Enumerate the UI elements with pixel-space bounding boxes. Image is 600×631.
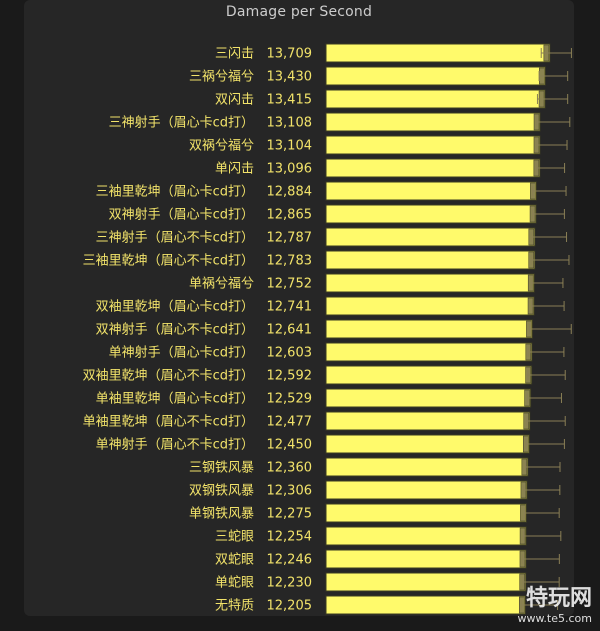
bar <box>325 158 541 178</box>
category-label: 单祸兮福兮 <box>189 277 254 292</box>
category-label: 双神射手（眉心卡cd打） <box>109 207 254 223</box>
bar <box>325 342 533 362</box>
watermark-url: www.te5.com <box>517 612 592 625</box>
chart-title: Damage per Second <box>225 4 373 20</box>
category-label: 三蛇眼 <box>215 530 254 545</box>
category-label: 三闪击 <box>215 47 254 62</box>
bar <box>325 112 541 132</box>
bar <box>325 227 536 247</box>
bar <box>325 89 546 109</box>
bar <box>325 549 527 569</box>
bar-value-label: 12,641 <box>267 323 313 338</box>
bar-value-label: 12,360 <box>267 461 313 476</box>
bar <box>325 526 527 546</box>
watermark-logo: 特玩网 <box>525 586 592 611</box>
bar <box>325 365 533 385</box>
bar <box>325 457 529 477</box>
bar-value-label: 12,884 <box>267 185 313 200</box>
category-label: 单蛇眼 <box>215 576 254 591</box>
bar <box>325 388 532 408</box>
category-label: 无特质 <box>215 599 254 614</box>
category-label: 单闪击 <box>215 162 254 177</box>
bar-value-label: 12,603 <box>267 346 313 361</box>
bar-value-label: 12,254 <box>267 530 313 545</box>
category-label: 三钢铁风暴 <box>189 461 254 476</box>
bar-value-label: 12,752 <box>267 277 313 292</box>
bar-value-label: 12,477 <box>267 415 313 430</box>
category-label: 三袖里乾坤（眉心不卡cd打） <box>83 254 254 269</box>
bar-value-label: 12,246 <box>267 553 313 568</box>
bar-value-label: 13,096 <box>267 162 313 177</box>
bar <box>325 480 528 500</box>
bar-value-label: 12,275 <box>267 507 313 522</box>
category-label: 三袖里乾坤（眉心卡cd打） <box>96 185 254 200</box>
bar-value-label: 13,709 <box>267 47 313 62</box>
bar <box>325 503 527 523</box>
bar-value-label: 13,430 <box>267 70 313 85</box>
bar-value-label: 12,205 <box>267 599 313 614</box>
bar <box>325 296 535 316</box>
bar <box>325 250 536 270</box>
category-label: 单神射手（眉心不卡cd打） <box>96 437 254 453</box>
bar-value-label: 12,592 <box>267 369 313 384</box>
bar <box>325 135 541 155</box>
bar-value-label: 12,450 <box>267 438 313 453</box>
category-label: 单袖里乾坤（眉心不卡cd打） <box>83 415 254 430</box>
category-label: 双闪击 <box>215 93 254 108</box>
category-label: 双神射手（眉心不卡cd打） <box>96 322 254 338</box>
bar <box>325 595 526 615</box>
bar-value-label: 12,783 <box>267 254 313 269</box>
category-label: 三神射手（眉心卡cd打） <box>109 115 254 131</box>
watermark: 特玩网 www.te5.com <box>517 580 592 625</box>
bar <box>325 204 537 224</box>
bar-value-label: 13,415 <box>267 93 313 108</box>
category-label: 单袖里乾坤（眉心卡cd打） <box>96 392 254 407</box>
category-label: 双袖里乾坤（眉心不卡cd打） <box>83 369 254 384</box>
bar <box>325 181 537 201</box>
bar <box>325 434 530 454</box>
bar-value-label: 12,529 <box>267 392 313 407</box>
bar <box>325 319 533 339</box>
category-label: 单钢铁风暴 <box>189 507 254 522</box>
category-label: 单神射手（眉心卡cd打） <box>109 345 254 361</box>
bar-value-label: 12,787 <box>267 231 313 246</box>
bar-value-label: 12,865 <box>267 208 313 223</box>
category-label: 双袖里乾坤（眉心卡cd打） <box>96 300 254 315</box>
bar <box>325 273 535 293</box>
bar-value-label: 12,230 <box>267 576 313 591</box>
bar <box>325 411 531 431</box>
category-label: 双祸兮福兮 <box>189 139 254 154</box>
bar <box>325 43 551 63</box>
category-label: 双蛇眼 <box>215 553 254 568</box>
bar <box>325 572 527 592</box>
bar-value-label: 12,741 <box>267 300 313 315</box>
bar-value-label: 13,104 <box>267 139 313 154</box>
bar <box>325 66 546 86</box>
bar-value-label: 12,306 <box>267 484 313 499</box>
category-label: 三祸兮福兮 <box>189 70 254 85</box>
category-label: 双钢铁风暴 <box>189 484 254 499</box>
category-label: 三神射手（眉心不卡cd打） <box>96 230 254 246</box>
bar-value-label: 13,108 <box>267 116 313 131</box>
